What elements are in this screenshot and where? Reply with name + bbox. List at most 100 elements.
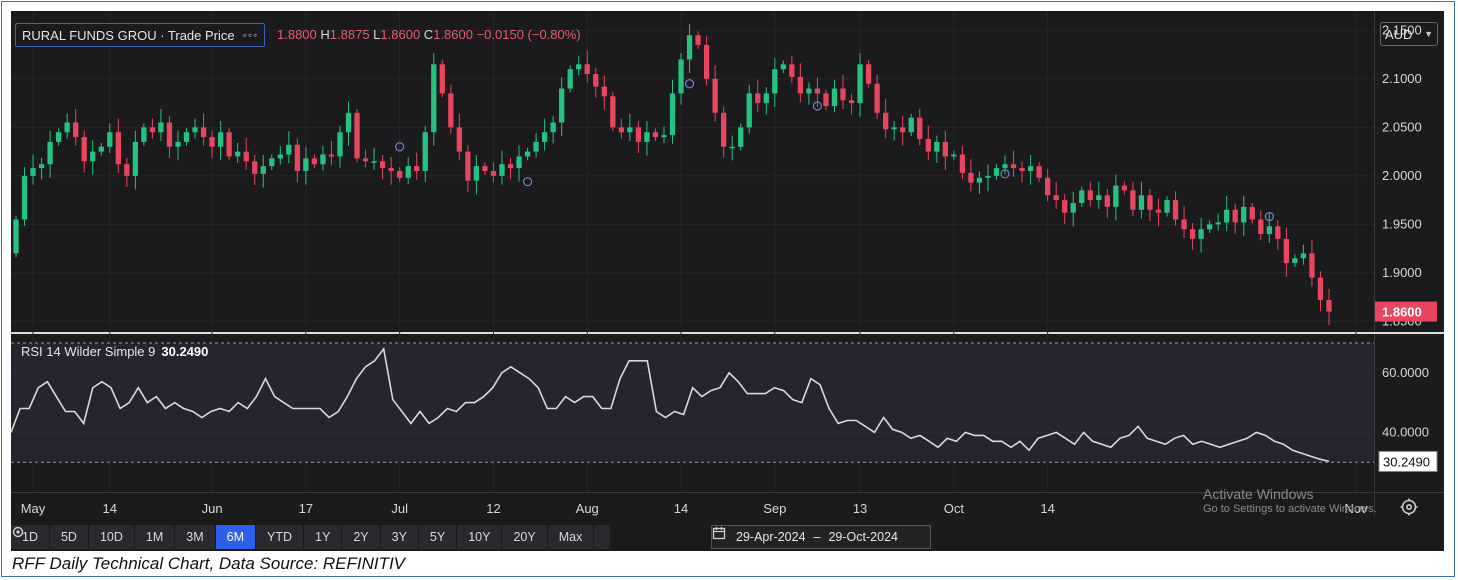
figure-caption: RFF Daily Technical Chart, Data Source: … xyxy=(12,554,406,573)
candle-body xyxy=(755,93,761,104)
candle xyxy=(874,75,880,120)
more-options-icon[interactable]: ◦◦◦ xyxy=(242,28,259,42)
period-button-6m[interactable]: 6M xyxy=(215,525,257,549)
candle-body xyxy=(1053,195,1059,201)
candle-body xyxy=(30,168,36,176)
period-button-3y[interactable]: 3Y xyxy=(380,525,419,549)
candle xyxy=(610,92,616,132)
candle xyxy=(1138,181,1145,219)
instrument-legend[interactable]: RURAL FUNDS GROU · Trade Price ◦◦◦ xyxy=(15,23,266,47)
candle xyxy=(303,147,309,185)
candle-body xyxy=(345,112,352,133)
gear-icon[interactable] xyxy=(12,525,612,549)
period-button-1m[interactable]: 1M xyxy=(134,525,176,549)
candle-body xyxy=(303,158,309,171)
period-button-20y[interactable]: 20Y xyxy=(502,525,548,549)
candle xyxy=(763,87,769,115)
period-button-max[interactable]: Max xyxy=(547,525,595,549)
period-button-ytd[interactable]: YTD xyxy=(256,525,305,549)
chart-canvas[interactable]: May 14 Jun 17 Jul 12 Aug 14 Sep 13 Oct 14 Nov 2.1500 2… xyxy=(11,11,1444,551)
period-button-10d[interactable]: 10D xyxy=(88,525,135,549)
candle xyxy=(797,63,804,103)
ohlc-readout: 1.8800 H1.8875 L1.8600 C1.8600 −0.0150 (… xyxy=(277,27,581,42)
period-button-2y[interactable]: 2Y xyxy=(342,525,381,549)
candle-body xyxy=(1172,200,1179,220)
candle-body xyxy=(192,127,198,133)
candle xyxy=(934,135,940,163)
candle xyxy=(516,145,522,182)
candle xyxy=(243,138,249,171)
candle xyxy=(925,125,931,161)
candle xyxy=(789,55,795,84)
candle-body xyxy=(1155,209,1162,213)
rsi-band xyxy=(11,342,1374,463)
candle-body xyxy=(968,172,974,183)
candle-body xyxy=(550,122,556,133)
candle-body xyxy=(90,151,96,162)
candle xyxy=(661,126,667,144)
watermark-subtitle: Go to Settings to activate Windows. xyxy=(1203,503,1377,515)
close-value: 1.8600 xyxy=(433,27,473,42)
candle xyxy=(260,155,266,188)
candle-body xyxy=(115,132,121,165)
candle xyxy=(81,130,87,173)
candle xyxy=(132,130,139,190)
candle xyxy=(354,108,360,163)
candle-body xyxy=(976,177,983,183)
candle xyxy=(721,106,727,158)
candle xyxy=(209,130,215,158)
currency-select[interactable]: AUD ▼ xyxy=(1380,22,1438,46)
candle xyxy=(1147,188,1153,221)
candle xyxy=(780,60,786,74)
date-separator: – xyxy=(813,530,821,544)
low-key: L xyxy=(373,27,381,42)
candle-body xyxy=(371,161,377,163)
chart-panel[interactable]: May 14 Jun 17 Jul 12 Aug 14 Sep 13 Oct 14 Nov 2.1500 2… xyxy=(11,11,1444,551)
x-tick-label: 14 xyxy=(674,501,688,516)
candle-body xyxy=(64,122,70,133)
candle-body xyxy=(678,59,684,94)
candle-body xyxy=(721,112,727,147)
candle-body xyxy=(1215,222,1221,225)
candle-body xyxy=(865,64,872,84)
period-button-5d[interactable]: 5D xyxy=(49,525,89,549)
candle-body xyxy=(541,132,548,142)
candle-body xyxy=(98,146,104,152)
high-key: H xyxy=(320,27,330,42)
candle-body xyxy=(1249,206,1255,220)
candle xyxy=(269,154,275,171)
candle-body xyxy=(516,156,522,169)
candle-body xyxy=(73,122,79,138)
candle xyxy=(1130,181,1136,217)
candle-body xyxy=(422,132,428,171)
candle xyxy=(985,164,991,192)
period-button-1d[interactable]: 1D xyxy=(11,525,50,549)
candle xyxy=(90,140,96,175)
candle-body xyxy=(772,69,778,94)
candle-body xyxy=(1198,229,1204,239)
x-tick-label: Jul xyxy=(391,501,408,516)
candle xyxy=(601,75,607,110)
price-tick-label: 2.0000 xyxy=(1382,168,1422,183)
candle-body xyxy=(635,127,642,142)
period-button-5y[interactable]: 5Y xyxy=(418,525,458,549)
period-button-10y[interactable]: 10Y xyxy=(457,525,503,549)
period-button-3m[interactable]: 3M xyxy=(175,525,216,549)
candle xyxy=(499,150,505,185)
candle-body xyxy=(226,132,232,157)
candle xyxy=(55,128,62,146)
candle-body xyxy=(1266,226,1272,235)
candle xyxy=(865,60,872,88)
candle-body xyxy=(405,166,411,178)
candle-body xyxy=(277,154,283,159)
candle-body xyxy=(1062,200,1068,213)
period-button-1y[interactable]: 1Y xyxy=(304,525,343,549)
candle xyxy=(635,121,642,154)
date-range-picker[interactable]: 29-Apr-2024 – 29-Oct-2024 xyxy=(711,525,931,549)
candle xyxy=(175,130,181,161)
candle xyxy=(1249,203,1255,224)
candle xyxy=(13,215,19,258)
candle xyxy=(1198,218,1204,253)
candle xyxy=(1027,155,1034,185)
candle-body xyxy=(857,64,863,104)
